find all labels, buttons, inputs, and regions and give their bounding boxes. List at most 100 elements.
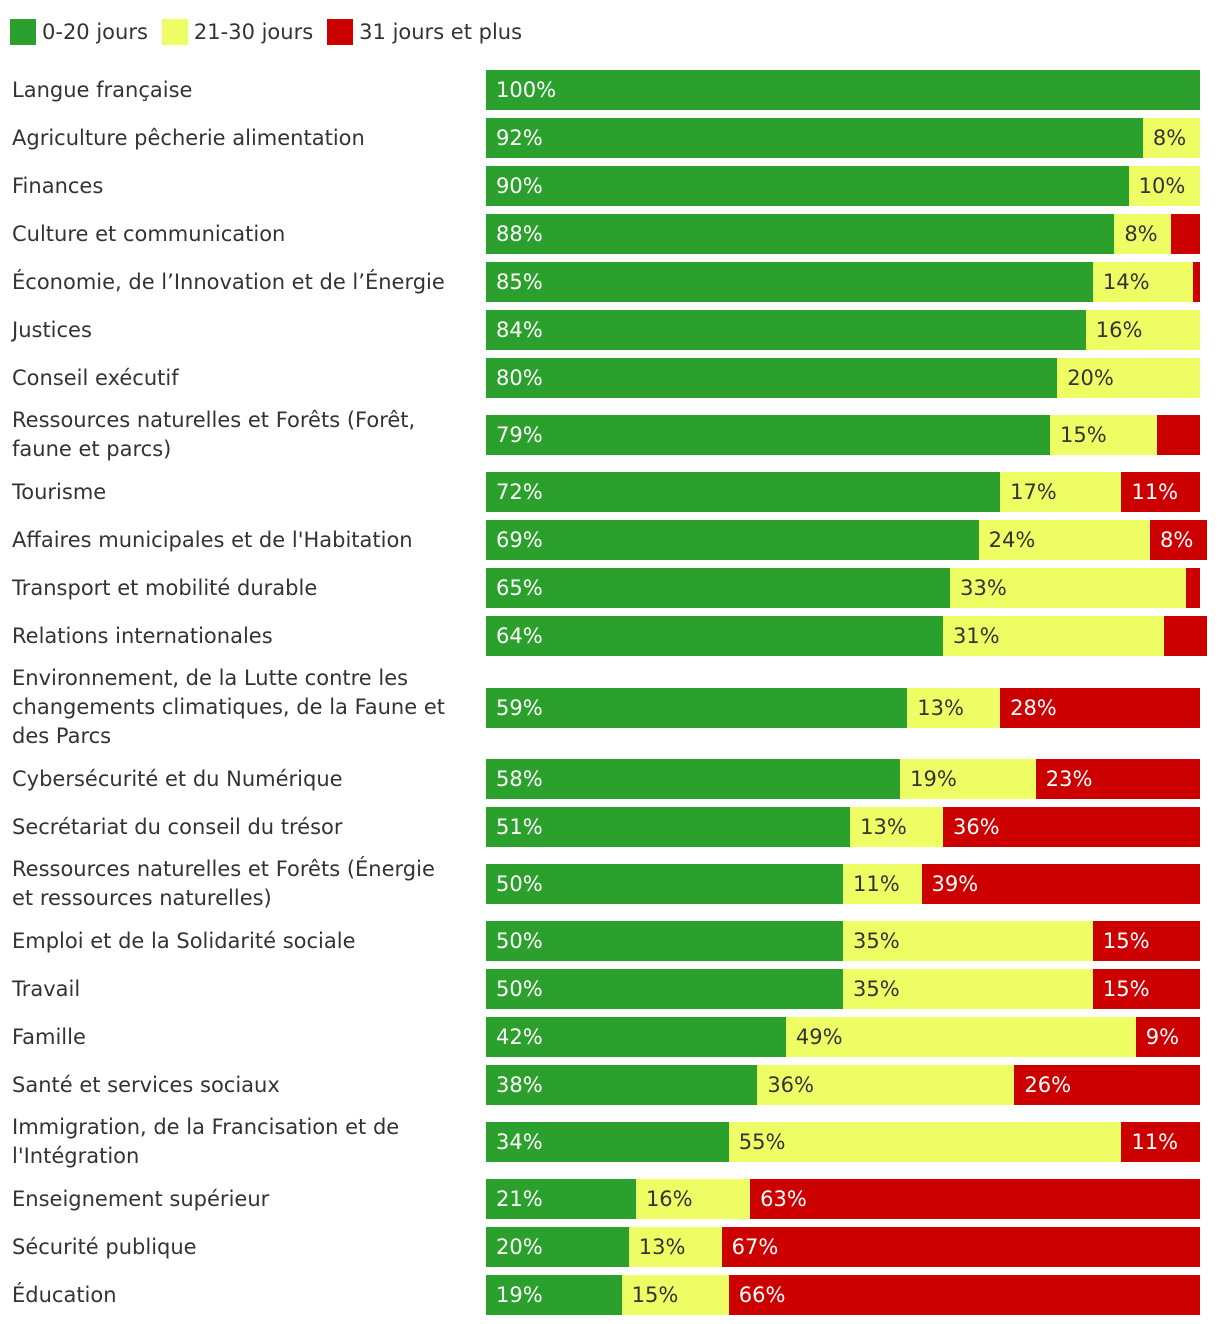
bar-segment [1135, 1017, 1200, 1057]
legend-label: 21-30 jours [193, 20, 314, 44]
data-label: 23% [1045, 767, 1093, 791]
bar-segment [1157, 415, 1200, 455]
bar-segment [1092, 969, 1200, 1009]
category-label-line: Secrétariat du conseil du trésor [12, 814, 343, 839]
category-label: Relations internationales [12, 616, 474, 656]
data-label: 15% [1102, 929, 1150, 953]
category-label-line: Justices [12, 317, 92, 342]
category-label: Finances [12, 166, 474, 206]
data-label: 66% [738, 1283, 786, 1307]
data-label: 21% [496, 1187, 543, 1211]
category-label-line: Finances [12, 173, 104, 198]
legend-item: 31 jours et plus [327, 19, 522, 45]
bar-segment [1057, 358, 1200, 398]
bar-segment [921, 864, 1200, 904]
bar-segment [1085, 310, 1200, 350]
bar-row: 20% 13% 67% [486, 1227, 1200, 1267]
bar-segment [486, 472, 1001, 512]
category-label: Ressources naturelles et Forêts (Énergie… [12, 855, 474, 913]
category-label-line: changements climatiques, de la Faune et [12, 695, 445, 719]
bar-segment [1142, 118, 1200, 158]
data-label: 31% [952, 624, 1000, 648]
category-label-line: Environnement, de la Lutte contre les [12, 666, 409, 690]
category-label: Conseil exécutif [12, 358, 474, 398]
bar-segment [486, 864, 843, 904]
category-label-line: Ressources naturelles et Forêts (Forêt, [12, 408, 416, 432]
data-label: 20% [496, 1235, 543, 1259]
category-label: Éducation [12, 1275, 474, 1315]
category-label: Sécurité publique [12, 1227, 474, 1267]
data-label: 39% [931, 872, 979, 896]
bar-segment [1171, 214, 1200, 254]
bar-segment [1050, 415, 1158, 455]
category-label-line: Famille [12, 1024, 86, 1049]
category-label-line: Santé et services sociaux [12, 1072, 280, 1097]
bar-segment [486, 807, 851, 847]
data-label: 8% [1124, 222, 1158, 246]
category-label-line: Langue française [12, 77, 193, 102]
bar-segment [721, 1227, 1200, 1267]
bar-row: 59% 13% 28% [486, 687, 1200, 728]
category-label: Tourisme [12, 472, 474, 512]
bar-segment [750, 1179, 1200, 1219]
bar-row: 50% 11% 39% [486, 864, 1200, 904]
category-label: Économie, de l’Innovation et de l’Énergi… [12, 262, 474, 302]
bar-segment [785, 1017, 1136, 1057]
bar-row: 88% 8% [486, 214, 1200, 254]
data-label: 58% [496, 767, 543, 791]
data-label: 8% [1152, 126, 1187, 150]
bar-segment [1164, 616, 1208, 656]
category-label: Travail [12, 969, 474, 1009]
data-label: 100% [496, 78, 557, 102]
data-label: 51% [496, 815, 543, 839]
bar-segment [1014, 1065, 1200, 1105]
legend-item: 21-30 jours [161, 19, 314, 45]
bar-row: 84% 16% [486, 310, 1200, 350]
bar-row: 69% 24% 8% [486, 520, 1208, 560]
data-label: 33% [960, 576, 1007, 600]
data-label: 19% [910, 767, 957, 791]
bar-segment [635, 1179, 751, 1219]
bar-segment [486, 358, 1058, 398]
data-label: 36% [767, 1073, 814, 1097]
bar-segment [486, 1122, 729, 1162]
bar-row: 85% 14% [486, 262, 1200, 302]
bar-segment [900, 759, 1036, 799]
bar-row: 80% 20% [486, 358, 1200, 398]
data-label: 50% [496, 977, 543, 1001]
bar-segment [486, 616, 943, 656]
data-label: 13% [917, 695, 964, 720]
bar-segment [1000, 687, 1200, 728]
bar-segment [1150, 520, 1208, 560]
data-label: 11% [1131, 1130, 1179, 1154]
data-label: 67% [731, 1235, 779, 1259]
data-label: 10% [1138, 174, 1186, 198]
category-label-line: faune et parcs) [12, 437, 172, 461]
data-label: 26% [1024, 1073, 1072, 1097]
category-label: Justices [12, 310, 474, 350]
category-label-line: Relations internationales [12, 623, 273, 648]
data-label: 55% [738, 1130, 786, 1154]
bar-segment [1128, 166, 1200, 206]
data-label: 84% [496, 318, 543, 342]
legend-label: 31 jours et plus [359, 20, 523, 44]
data-label: 15% [1060, 423, 1107, 447]
bar-row: 50% 35% 15% [486, 921, 1200, 961]
category-label-line: Emploi et de la Solidarité sociale [12, 928, 356, 953]
legend-item: 0-20 jours [10, 19, 148, 45]
data-label: 38% [496, 1073, 543, 1097]
bar-row: 38% 36% 26% [486, 1065, 1200, 1105]
data-label: 85% [496, 270, 543, 294]
data-label: 64% [496, 624, 543, 648]
data-label: 50% [496, 872, 543, 896]
data-label: 16% [645, 1187, 693, 1211]
data-label: 15% [631, 1283, 679, 1307]
bar-segment [1192, 262, 1200, 302]
bar-segment [486, 1017, 786, 1057]
category-label-line: Travail [12, 976, 81, 1001]
category-label-line: Ressources naturelles et Forêts (Énergie [12, 857, 435, 881]
bar-row: 90% 10% [486, 166, 1200, 206]
bar-row: 58% 19% 23% [486, 759, 1200, 799]
bar-segment [757, 1065, 1015, 1105]
legend-label: 0-20 jours [42, 20, 148, 44]
